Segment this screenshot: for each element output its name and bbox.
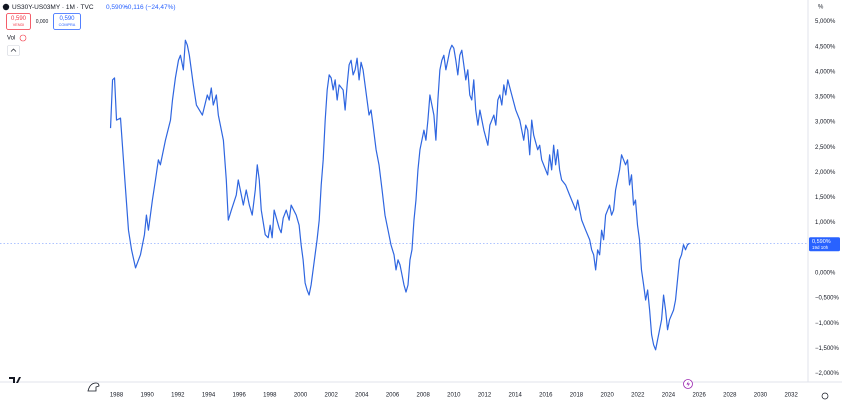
y-tick-label: 0,000% — [815, 271, 836, 277]
x-tick-label: 2024 — [662, 393, 676, 399]
price-countdown: 19d 10h — [812, 245, 829, 250]
collapse-button[interactable] — [7, 45, 20, 56]
x-tick-label: 2002 — [324, 393, 338, 399]
volume-warning-icon[interactable] — [19, 34, 27, 42]
buy-price[interactable]: 0,590 — [59, 16, 75, 22]
y-tick-label: 4,000% — [815, 69, 836, 75]
x-tick-label: 1990 — [141, 393, 155, 399]
events-bolt[interactable] — [686, 381, 691, 387]
x-tick-label: 2000 — [294, 393, 308, 399]
series-line — [109, 39, 690, 351]
replay-icon[interactable] — [87, 382, 100, 392]
y-tick-label: −2,000% — [815, 371, 840, 377]
x-tick-label: 2030 — [754, 393, 768, 399]
x-tick-label: 2010 — [447, 393, 461, 399]
y-tick-label: 3,500% — [815, 95, 836, 101]
x-tick-label: 2028 — [723, 393, 737, 399]
price-label-box — [809, 237, 840, 252]
x-tick-label: 1996 — [233, 393, 247, 399]
symbol-icon — [2, 3, 10, 11]
spread: 0,000 — [36, 19, 49, 25]
x-tick-label: 1994 — [202, 393, 216, 399]
y-tick-label: 2,000% — [815, 170, 836, 176]
settings-icon[interactable] — [821, 392, 829, 400]
x-tick-label: 1998 — [263, 393, 277, 399]
y-tick-label: 5,000% — [815, 19, 836, 25]
x-tick-label: 2020 — [600, 393, 614, 399]
x-tick-label: 2014 — [508, 393, 522, 399]
volume-label: Vol — [7, 36, 15, 42]
axis-unit[interactable]: % — [818, 5, 824, 11]
x-tick-label: 2006 — [386, 393, 400, 399]
y-tick-label: 1,000% — [815, 220, 836, 226]
y-tick-label: 4,500% — [815, 44, 836, 50]
x-tick-label: 2016 — [539, 393, 553, 399]
last-value: 0,590% — [106, 4, 128, 11]
sell-label[interactable]: VENDI — [13, 23, 25, 27]
buy-button[interactable] — [53, 13, 81, 30]
x-tick-label: 2018 — [570, 393, 584, 399]
y-tick-label: −0,500% — [815, 296, 840, 302]
tradingview-logo[interactable] — [9, 377, 21, 383]
collapse-icon[interactable] — [10, 48, 17, 52]
x-tick-label: 2022 — [631, 393, 645, 399]
y-tick-label: 3,000% — [815, 120, 836, 126]
x-tick-label: 1992 — [171, 393, 185, 399]
x-tick-label: 2004 — [355, 393, 369, 399]
x-tick-label: 2032 — [784, 393, 798, 399]
buy-label[interactable]: COMPRA — [59, 23, 76, 27]
y-tick-label: −1,500% — [815, 346, 840, 352]
x-tick-label: 1988 — [110, 393, 124, 399]
sell-price[interactable]: 0,590 — [11, 16, 27, 22]
y-tick-label: 1,500% — [815, 195, 836, 201]
x-tick-label: 2026 — [692, 393, 706, 399]
y-tick-label: 2,500% — [815, 145, 836, 151]
y-tick-label: −1,000% — [815, 321, 840, 327]
sell-button[interactable] — [6, 13, 31, 30]
change: −0,116 (−24,47%) — [124, 4, 176, 11]
price-label: 0,590% — [812, 239, 831, 245]
x-tick-label: 2008 — [416, 393, 430, 399]
symbol-title: US30Y-US03MY · 1M · TVC — [12, 4, 94, 11]
x-tick-label: 2012 — [478, 393, 492, 399]
